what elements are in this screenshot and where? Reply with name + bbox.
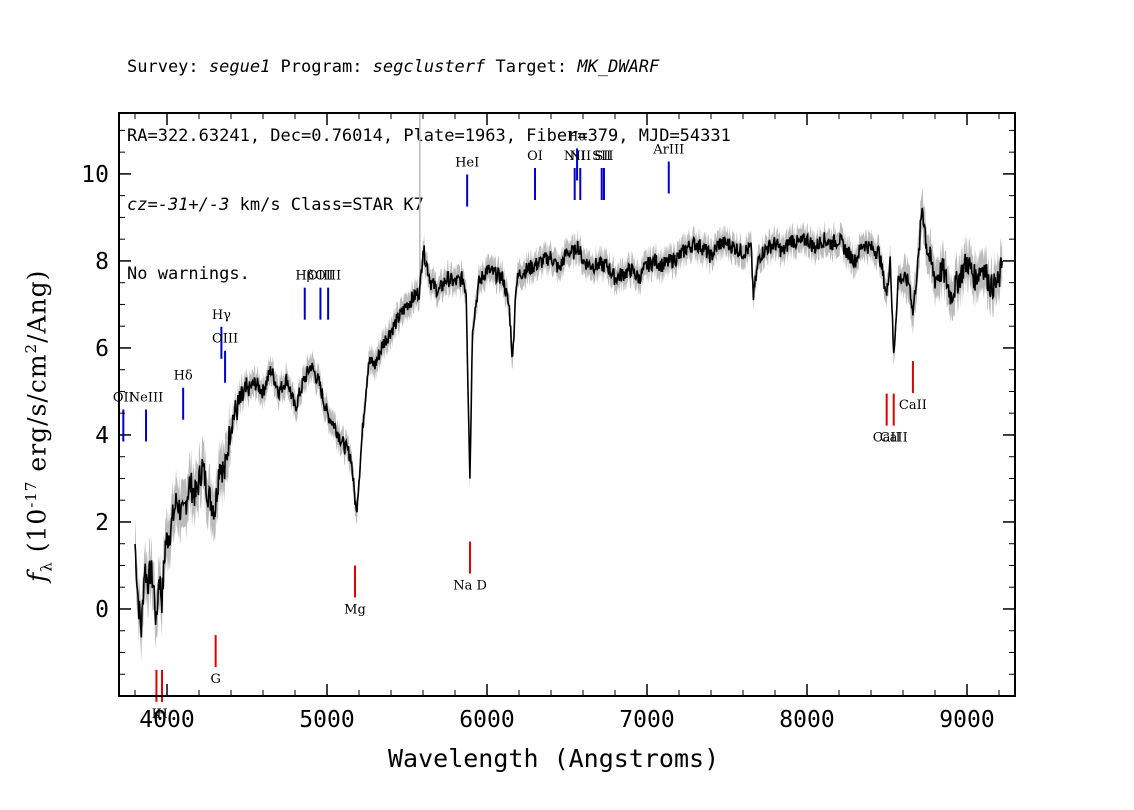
header-line-warnings: No warnings. xyxy=(127,264,250,284)
y-tick-label: 8 xyxy=(95,249,109,275)
flux-series xyxy=(134,207,1003,638)
header-line-class: cz=-31+/-3 km/s Class=STAR K7 xyxy=(127,195,424,215)
error-band xyxy=(135,113,1003,662)
y-axis-label: fλ (10-17 erg/s/cm2/Ang) xyxy=(22,269,56,582)
y-tick-label: 4 xyxy=(95,423,109,449)
emission-line-label: NeIII xyxy=(129,390,163,405)
program-name: segclusterf xyxy=(372,57,486,77)
x-axis-label: Wavelength (Angstroms) xyxy=(388,744,720,773)
x-tick-label: 4000 xyxy=(139,707,194,733)
emission-line-label: Hδ xyxy=(174,369,193,384)
spectrum-header: Survey: segue1 Program: segclusterf Targ… xyxy=(127,10,731,309)
survey-name: segue1 xyxy=(208,57,271,77)
x-tick-label: 5000 xyxy=(299,707,354,733)
emission-line-label: NII xyxy=(564,149,586,164)
y-tick-label: 10 xyxy=(81,162,109,188)
absorption-line-label: CaII xyxy=(899,398,927,413)
axis-ticks: 4000 5000 6000 7000 8000 9000 0 2 4 6 8 10 xyxy=(81,113,1015,733)
absorption-line-label: Na D xyxy=(453,579,487,594)
absorption-line-label: K xyxy=(152,707,162,722)
x-tick-label: 9000 xyxy=(939,707,994,733)
x-tick-label: 7000 xyxy=(619,707,674,733)
flux-error-band xyxy=(135,188,1003,662)
emission-line-label: OIII xyxy=(315,269,341,284)
emission-line-label: Hβ xyxy=(295,269,314,284)
cz-value: -31+/-3 xyxy=(157,195,230,215)
emission-line-label: ArIII xyxy=(652,142,684,157)
emission-line-label: SII xyxy=(592,149,611,164)
emission-line-label: Hγ xyxy=(212,308,231,323)
absorption-line-label: CaII xyxy=(880,431,908,446)
target-name: MK_DWARF xyxy=(577,57,660,77)
emission-line-label: OIII xyxy=(212,332,238,347)
y-tick-label: 2 xyxy=(95,510,109,536)
emission-line-label: OIII xyxy=(307,269,333,284)
plot-frame xyxy=(118,112,1016,697)
emission-line-label: NII xyxy=(569,149,591,164)
x-tick-label: 6000 xyxy=(459,707,514,733)
x-tick-label: 8000 xyxy=(779,707,834,733)
emission-line-label: SII xyxy=(594,149,613,164)
y-tick-label: 0 xyxy=(95,597,109,623)
absorption-line-label: G xyxy=(210,672,220,687)
emission-line-label: OI xyxy=(527,149,543,164)
header-line-coords: RA=322.63241, Dec=0.76014, Plate=1963, F… xyxy=(127,126,731,146)
emission-line-label: HeI xyxy=(455,156,479,171)
emission-line-label: Hα xyxy=(567,129,587,144)
y-tick-label: 6 xyxy=(95,336,109,362)
flux-line xyxy=(134,207,1003,638)
header-line-survey: Survey: segue1 Program: segclusterf Targ… xyxy=(127,57,660,77)
absorption-line-label: CaII xyxy=(873,431,901,446)
absorption-line-label: Mg xyxy=(344,602,366,617)
absorption-line-label: H xyxy=(156,707,167,722)
